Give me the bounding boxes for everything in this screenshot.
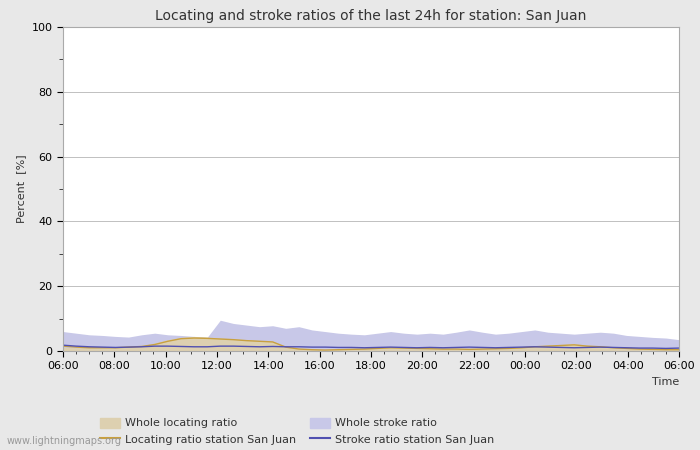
Y-axis label: Percent  [%]: Percent [%] — [16, 155, 26, 223]
Legend: Whole locating ratio, Locating ratio station San Juan, Whole stroke ratio, Strok: Whole locating ratio, Locating ratio sta… — [95, 413, 499, 449]
Text: Time: Time — [652, 377, 679, 387]
Title: Locating and stroke ratios of the last 24h for station: San Juan: Locating and stroke ratios of the last 2… — [155, 9, 587, 23]
Text: www.lightningmaps.org: www.lightningmaps.org — [7, 436, 122, 446]
